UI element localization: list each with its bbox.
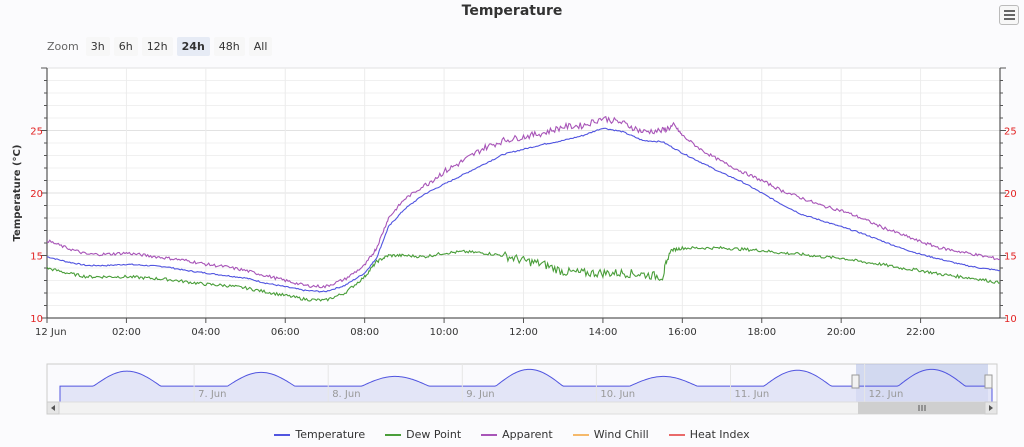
axes: 10 10 15 15 20 20 25 25 Temperature (°C) 12 Jun 02… xyxy=(12,67,1017,338)
legend-item-heat-index[interactable]: Heat Index xyxy=(668,428,750,441)
zoom-selector: Zoom 3h 6h 12h 24h 48h All xyxy=(47,37,276,56)
x-tick-label: 10:00 xyxy=(430,327,459,338)
zoom-label: Zoom xyxy=(47,40,79,53)
hamburger-menu-icon[interactable] xyxy=(999,5,1019,25)
zoom-button-6h[interactable]: 6h xyxy=(113,37,138,56)
navigator-handle-right[interactable] xyxy=(984,374,993,389)
legend-item-wind-chill[interactable]: Wind Chill xyxy=(572,428,649,441)
navigator-handle-left[interactable] xyxy=(851,374,860,389)
legend-label-apparent: Apparent xyxy=(502,428,553,441)
legend-label-wind-chill: Wind Chill xyxy=(593,428,649,441)
series-lines xyxy=(46,115,1001,302)
x-tick-label: 22:00 xyxy=(906,327,935,338)
series-line-apparent xyxy=(46,115,1001,289)
y-tick-label-right: 10 xyxy=(1004,314,1017,325)
legend-item-temperature[interactable]: Temperature xyxy=(274,428,365,441)
y-tick-label-left: 10 xyxy=(30,314,43,325)
zoom-button-48h[interactable]: 48h xyxy=(213,37,245,56)
y-tick-label-left: 15 xyxy=(30,252,43,263)
navigator-date-label: 8. Jun xyxy=(332,389,360,400)
arrow-left-icon[interactable] xyxy=(46,401,60,415)
legend-swatch-apparent xyxy=(481,433,498,436)
x-tick-label: 16:00 xyxy=(668,327,697,338)
zoom-button-12h[interactable]: 12h xyxy=(141,37,173,56)
navigator-date-label: 7. Jun xyxy=(198,389,226,400)
legend-label-temperature: Temperature xyxy=(295,428,366,441)
legend-swatch-dew-point xyxy=(385,433,402,436)
legend-swatch-heat-index xyxy=(668,433,685,436)
navigator-date-label: 10. Jun xyxy=(600,389,635,400)
x-tick-label: 12:00 xyxy=(509,327,538,338)
arrow-right-icon[interactable] xyxy=(984,401,998,415)
x-tick-label: 12 Jun xyxy=(35,327,67,338)
y-tick-label-left: 25 xyxy=(30,127,43,138)
x-tick-label: 14:00 xyxy=(589,327,618,338)
legend: Temperature Dew Point Apparent Wind Chil… xyxy=(0,428,1024,441)
x-tick-label: 04:00 xyxy=(191,327,220,338)
y-tick-label-left: 20 xyxy=(30,189,43,200)
legend-label-heat-index: Heat Index xyxy=(689,428,750,441)
x-tick-label: 02:00 xyxy=(112,327,141,338)
zoom-button-all[interactable]: All xyxy=(248,37,273,56)
grid xyxy=(47,67,1000,319)
navigator-date-label: 9. Jun xyxy=(466,389,494,400)
legend-label-dew-point: Dew Point xyxy=(406,428,462,441)
grip-lines-icon xyxy=(918,405,926,411)
legend-item-apparent[interactable]: Apparent xyxy=(481,428,553,441)
chart-title: Temperature xyxy=(461,3,563,19)
x-tick-label: 20:00 xyxy=(827,327,856,338)
y-axis-title: Temperature (°C) xyxy=(12,145,23,242)
x-tick-label: 08:00 xyxy=(350,327,379,338)
navigator-series xyxy=(59,368,993,403)
series-line-temperature xyxy=(46,127,1001,293)
x-tick-label: 18:00 xyxy=(747,327,776,338)
zoom-button-3h[interactable]: 3h xyxy=(85,37,110,56)
series-line-dew-point xyxy=(46,245,1001,302)
navigator-date-label: 12. Jun xyxy=(869,389,904,400)
legend-swatch-temperature xyxy=(274,433,291,436)
legend-item-dew-point[interactable]: Dew Point xyxy=(385,428,461,441)
y-tick-label-right: 25 xyxy=(1004,127,1017,138)
y-tick-label-right: 15 xyxy=(1004,252,1017,263)
x-tick-label: 06:00 xyxy=(271,327,300,338)
navigator[interactable]: 7. Jun 8. Jun 9. Jun 10. Jun 11. Jun 12. Jun xyxy=(46,363,998,415)
zoom-button-24h[interactable]: 24h xyxy=(176,37,210,56)
y-tick-label-right: 20 xyxy=(1004,189,1017,200)
legend-swatch-wind-chill xyxy=(572,433,589,436)
navigator-date-labels: 7. Jun 8. Jun 9. Jun 10. Jun 11. Jun 12. Jun xyxy=(193,364,904,402)
scrollbar-track[interactable] xyxy=(46,401,998,415)
navigator-date-label: 11. Jun xyxy=(735,389,770,400)
